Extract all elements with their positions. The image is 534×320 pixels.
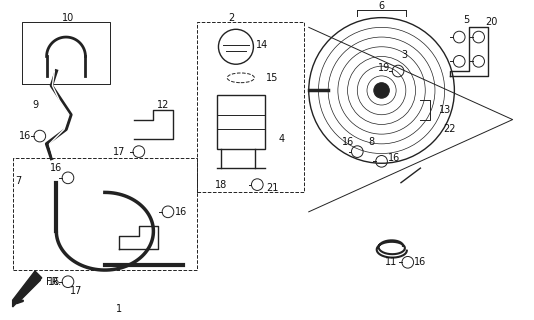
Text: 17: 17 xyxy=(69,286,82,296)
Text: 1: 1 xyxy=(116,304,122,314)
Text: 19: 19 xyxy=(379,63,390,73)
Text: 13: 13 xyxy=(438,105,451,115)
Polygon shape xyxy=(13,271,42,307)
Text: 20: 20 xyxy=(485,18,498,28)
Text: 16: 16 xyxy=(50,163,62,173)
Text: 18: 18 xyxy=(215,180,227,190)
Text: 16: 16 xyxy=(341,137,354,147)
Text: 17: 17 xyxy=(113,147,125,156)
Text: 7: 7 xyxy=(15,176,22,186)
Text: 3: 3 xyxy=(401,50,407,60)
Text: 8: 8 xyxy=(369,137,375,147)
Text: 4: 4 xyxy=(279,134,285,144)
Text: 22: 22 xyxy=(443,124,456,134)
Text: 10: 10 xyxy=(62,12,74,23)
Text: 16: 16 xyxy=(414,257,427,267)
Text: 15: 15 xyxy=(266,73,278,83)
Text: 16: 16 xyxy=(19,131,32,141)
Text: 2: 2 xyxy=(228,12,234,23)
Text: 16: 16 xyxy=(48,277,60,287)
Text: 5: 5 xyxy=(463,15,469,25)
Text: 14: 14 xyxy=(256,40,268,50)
Text: 21: 21 xyxy=(266,182,279,193)
Text: 16: 16 xyxy=(175,207,187,217)
Text: FR.: FR. xyxy=(46,277,61,287)
Circle shape xyxy=(374,83,389,98)
Text: 11: 11 xyxy=(385,257,397,267)
Text: 6: 6 xyxy=(379,1,384,11)
Text: 16: 16 xyxy=(388,153,400,164)
Text: 9: 9 xyxy=(32,100,38,110)
Text: 12: 12 xyxy=(157,100,169,110)
Bar xyxy=(216,95,265,149)
